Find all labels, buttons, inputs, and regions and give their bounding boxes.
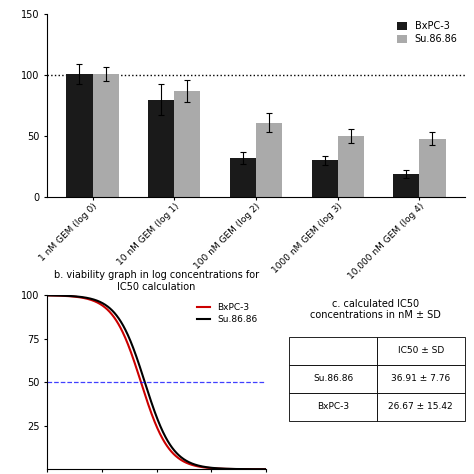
Title: b. viability graph in log concentrations for
IC50 calculation: b. viability graph in log concentrations… xyxy=(54,270,259,292)
Text: c. calculated IC50
concentrations in nM ± SD: c. calculated IC50 concentrations in nM … xyxy=(310,299,440,320)
Bar xyxy=(148,100,174,197)
Bar xyxy=(337,136,364,197)
Bar xyxy=(174,91,201,197)
Legend: BxPC-3, Su.86.86: BxPC-3, Su.86.86 xyxy=(395,19,460,46)
Bar xyxy=(230,158,256,197)
Bar xyxy=(419,138,446,197)
Bar xyxy=(66,74,92,197)
Bar xyxy=(311,161,337,197)
Legend: BxPC-3, Su.86.86: BxPC-3, Su.86.86 xyxy=(193,300,261,328)
Bar xyxy=(256,123,282,197)
Bar xyxy=(393,174,419,197)
Bar xyxy=(92,74,118,197)
